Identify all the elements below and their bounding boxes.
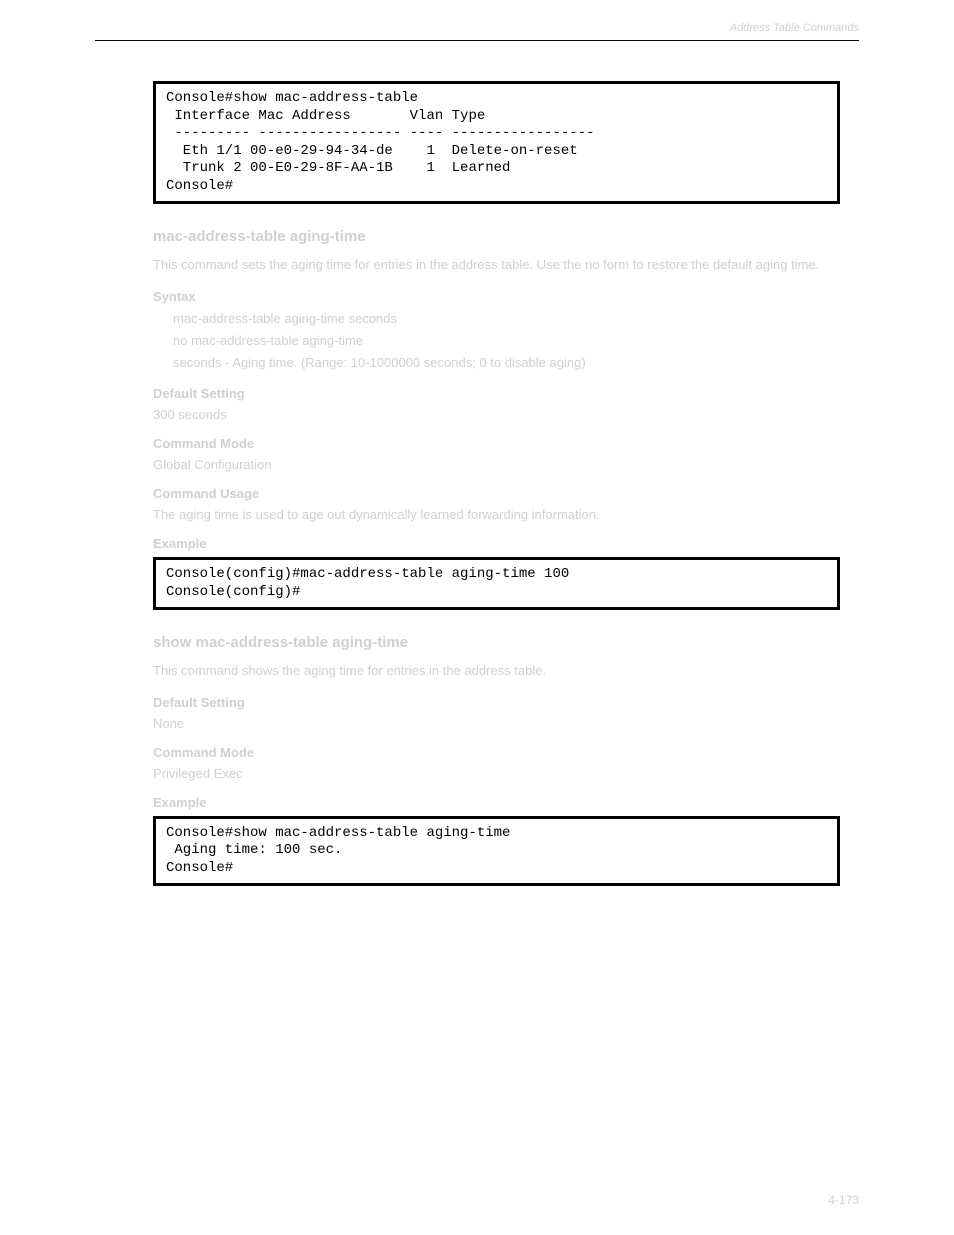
- page-number: 4-173: [828, 1193, 859, 1207]
- example-label: Example: [153, 536, 859, 551]
- command-usage-value: The aging time is used to age out dynami…: [153, 507, 859, 522]
- console-line: --------- ----------------- ---- -------…: [166, 125, 594, 141]
- console-line: Trunk 2 00-E0-29-8F-AA-1B 1 Learned: [166, 160, 510, 176]
- console-line: Console#: [166, 178, 233, 194]
- command-mode-value: Global Configuration: [153, 457, 859, 472]
- section-description: This command shows the aging time for en…: [153, 661, 833, 681]
- section-description: This command sets the aging time for ent…: [153, 255, 833, 275]
- default-setting-label: Default Setting: [153, 386, 859, 401]
- command-mode-value: Privileged Exec: [153, 766, 859, 781]
- command-mode-label: Command Mode: [153, 745, 859, 760]
- section-heading-aging-time: mac-address-table aging-time: [153, 228, 859, 245]
- console-line: Aging time: 100 sec.: [166, 842, 342, 858]
- console-output-mac-table: Console#show mac-address-table Interface…: [153, 81, 840, 204]
- syntax-description: seconds - Aging time. (Range: 10-1000000…: [173, 354, 859, 372]
- syntax-label: Syntax: [153, 289, 859, 304]
- page-container: Address Table Commands Console#show mac-…: [0, 0, 954, 944]
- console-line: Console(config)#: [166, 584, 300, 600]
- section-heading-show-aging: show mac-address-table aging-time: [153, 634, 859, 651]
- console-line: Console(config)#mac-address-table aging-…: [166, 566, 569, 582]
- default-setting-label: Default Setting: [153, 695, 859, 710]
- console-output-config-aging: Console(config)#mac-address-table aging-…: [153, 557, 840, 610]
- default-setting-value: None: [153, 716, 859, 731]
- console-line: Console#show mac-address-table aging-tim…: [166, 825, 510, 841]
- command-usage-label: Command Usage: [153, 486, 859, 501]
- example-label: Example: [153, 795, 859, 810]
- header-right-text: Address Table Commands: [730, 22, 859, 34]
- syntax-line: mac-address-table aging-time seconds: [173, 310, 859, 328]
- console-line: Console#show mac-address-table: [166, 90, 418, 106]
- console-output-show-aging: Console#show mac-address-table aging-tim…: [153, 816, 840, 887]
- top-horizontal-rule: [95, 40, 859, 41]
- default-setting-value: 300 seconds: [153, 407, 859, 422]
- command-mode-label: Command Mode: [153, 436, 859, 451]
- syntax-line: no mac-address-table aging-time: [173, 332, 859, 350]
- console-line: Eth 1/1 00-e0-29-94-34-de 1 Delete-on-re…: [166, 143, 578, 159]
- console-line: Interface Mac Address Vlan Type: [166, 108, 485, 124]
- console-line: Console#: [166, 860, 233, 876]
